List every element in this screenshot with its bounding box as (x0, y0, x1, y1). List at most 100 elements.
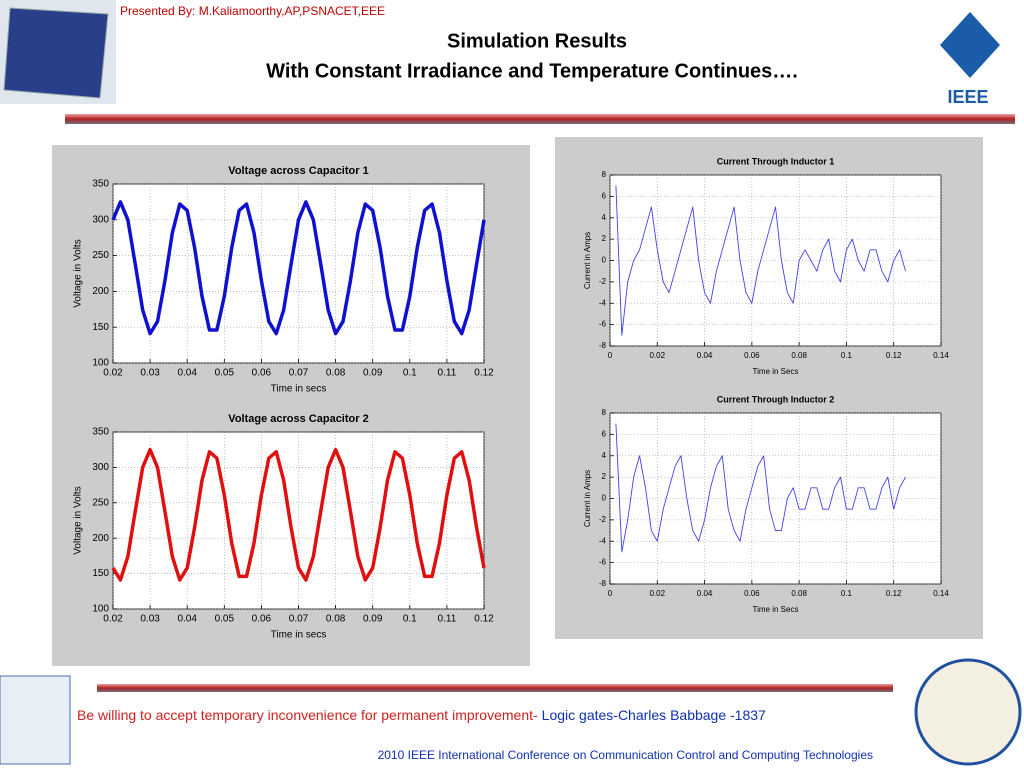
y-tick-label: 300 (92, 462, 109, 473)
conference: 2010 IEEE International Conference on Co… (378, 748, 873, 762)
x-tick-label: 0.04 (177, 368, 197, 379)
y-tick-label: 150 (92, 568, 109, 579)
y-tick-label: -4 (599, 536, 607, 545)
footer-divider (97, 684, 893, 692)
y-axis-label: Current in Amps (583, 470, 592, 527)
x-tick-label: 0.09 (363, 614, 383, 625)
x-tick-label: 0.04 (697, 351, 713, 360)
chart-title: Current Through Inductor 2 (717, 394, 835, 404)
ieee-diamond (940, 12, 1000, 78)
y-tick-label: -2 (599, 515, 607, 524)
x-tick-label: 0.1 (403, 368, 417, 379)
y-tick-label: -8 (599, 341, 607, 350)
x-axis-label: Time in secs (271, 384, 327, 395)
y-tick-label: 8 (602, 170, 607, 179)
x-tick-label: 0.1 (841, 351, 853, 360)
x-tick-label: 0.1 (403, 614, 417, 625)
x-tick-label: 0.11 (438, 368, 457, 379)
data-line (615, 423, 906, 553)
x-tick-label: 0.05 (215, 368, 235, 379)
y-tick-label: 300 (92, 214, 109, 225)
y-tick-label: -6 (599, 558, 607, 567)
x-tick-label: 0.07 (289, 368, 309, 379)
x-tick-label: 0.02 (103, 368, 123, 379)
x-axis-label: Time in Secs (753, 367, 799, 376)
chart-title: Voltage across Capacitor 2 (228, 413, 368, 425)
ieee-logo-text: IEEE (947, 87, 988, 107)
slide-subtitle: With Constant Irradiance and Temperature… (266, 60, 798, 82)
x-tick-label: 0.12 (886, 351, 902, 360)
slide-title: Simulation Results (447, 30, 627, 52)
y-tick-label: 6 (602, 191, 607, 200)
presenter: Presented By: M.Kaliamoorthy,AP,PSNACET,… (120, 4, 385, 18)
y-tick-label: 6 (602, 429, 607, 438)
x-tick-label: 0.03 (140, 368, 160, 379)
y-tick-label: 200 (92, 286, 109, 297)
y-tick-label: 350 (92, 179, 109, 190)
plot-area (112, 183, 485, 364)
y-axis-label: Voltage in Volts (73, 486, 84, 554)
y-tick-label: 200 (92, 533, 109, 544)
x-tick-label: 0.09 (363, 368, 383, 379)
x-tick-label: 0.04 (697, 589, 713, 598)
y-tick-label: 250 (92, 250, 109, 261)
x-tick-label: 0.08 (326, 614, 346, 625)
y-tick-label: 0 (602, 256, 607, 265)
x-tick-label: 0.12 (474, 368, 494, 379)
x-tick-label: 0.08 (791, 351, 807, 360)
solar-cell (3, 7, 109, 99)
x-axis-label: Time in Secs (753, 605, 799, 614)
x-tick-label: 0.08 (326, 368, 346, 379)
x-axis-label: Time in secs (271, 630, 327, 641)
y-tick-label: 2 (602, 234, 607, 243)
y-tick-label: -4 (599, 298, 607, 307)
x-tick-label: 0.06 (744, 589, 760, 598)
y-tick-label: 0 (602, 494, 607, 503)
data-line (111, 447, 486, 582)
quote: Be willing to accept temporary inconveni… (77, 707, 538, 723)
x-tick-label: 0 (608, 589, 613, 598)
y-tick-label: -2 (599, 277, 607, 286)
y-tick-label: 4 (602, 213, 607, 222)
college-logo (914, 658, 1022, 766)
x-tick-label: 0.02 (649, 351, 665, 360)
x-tick-label: 0.04 (177, 614, 197, 625)
y-tick-label: 100 (92, 604, 109, 615)
data-line (615, 185, 906, 336)
x-tick-label: 0.06 (252, 368, 272, 379)
x-tick-label: 0.14 (933, 589, 949, 598)
x-tick-label: 0.03 (140, 614, 160, 625)
x-tick-label: 0.08 (791, 589, 807, 598)
psna-logo (0, 675, 71, 765)
y-tick-label: 8 (602, 408, 607, 417)
x-tick-label: 0.1 (841, 589, 853, 598)
y-tick-label: 250 (92, 497, 109, 508)
chart-title: Voltage across Capacitor 1 (228, 165, 368, 177)
header-divider (65, 114, 1015, 124)
x-tick-label: 0.02 (649, 589, 665, 598)
y-tick-label: -6 (599, 320, 607, 329)
x-tick-label: 0.12 (474, 614, 494, 625)
x-tick-label: 0.12 (886, 589, 902, 598)
x-tick-label: 0.05 (215, 614, 235, 625)
y-tick-label: -8 (599, 579, 607, 588)
x-tick-label: 0.07 (289, 614, 309, 625)
y-tick-label: 150 (92, 322, 109, 333)
data-line (111, 200, 486, 336)
y-axis-label: Voltage in Volts (73, 239, 84, 307)
y-tick-label: 4 (602, 451, 607, 460)
x-tick-label: 0.14 (933, 351, 949, 360)
y-tick-label: 350 (92, 427, 109, 438)
y-axis-label: Current in Amps (583, 232, 592, 289)
footer-quote: Be willing to accept temporary inconveni… (77, 707, 766, 723)
chart-title: Current Through Inductor 1 (717, 156, 835, 166)
x-tick-label: 0.02 (103, 614, 123, 625)
y-tick-label: 2 (602, 472, 607, 481)
x-tick-label: 0.06 (252, 614, 272, 625)
y-tick-label: 100 (92, 358, 109, 369)
x-tick-label: 0.11 (438, 614, 457, 625)
quote-author: Logic gates-Charles Babbage -1837 (542, 707, 766, 723)
x-tick-label: 0.06 (744, 351, 760, 360)
